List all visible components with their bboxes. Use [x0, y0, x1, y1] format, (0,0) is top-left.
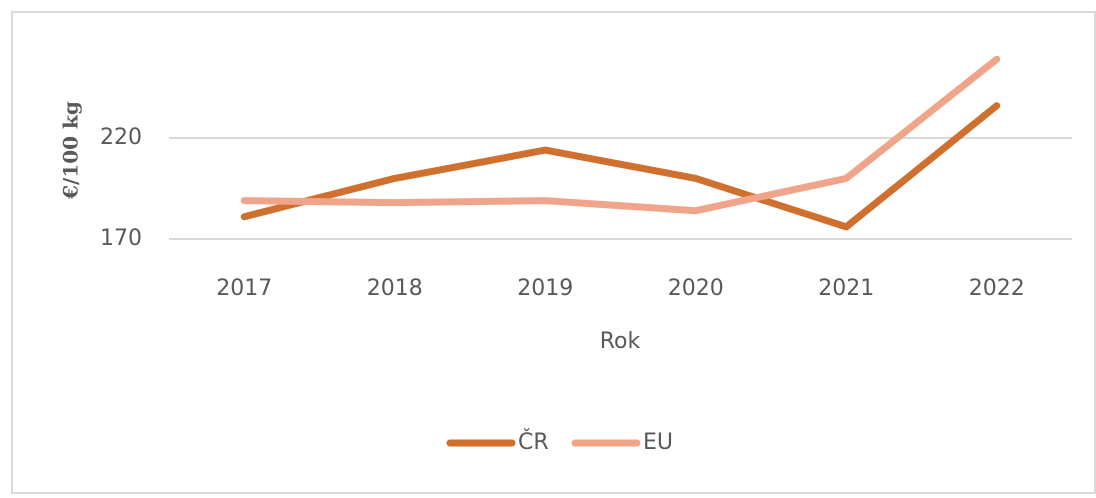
data-line: [240, 55, 1001, 215]
x-tick-label: 2018: [367, 276, 423, 301]
legend-label: EU: [643, 430, 673, 455]
x-tick-label: 2019: [517, 276, 573, 301]
y-tick-label: 170: [100, 226, 142, 251]
x-tick-label: 2022: [969, 276, 1025, 301]
y-axis-title: €/100 kg: [59, 101, 83, 200]
x-tick-label: 2021: [818, 276, 874, 301]
x-tick-label: 2020: [668, 276, 724, 301]
y-tick-label: 220: [100, 125, 142, 150]
legend-label: ČR: [518, 429, 549, 455]
x-tick-label: 2017: [216, 276, 272, 301]
x-axis-title: Rok: [600, 329, 641, 354]
data-line: [240, 102, 1001, 231]
chart-frame: [11, 11, 1096, 494]
